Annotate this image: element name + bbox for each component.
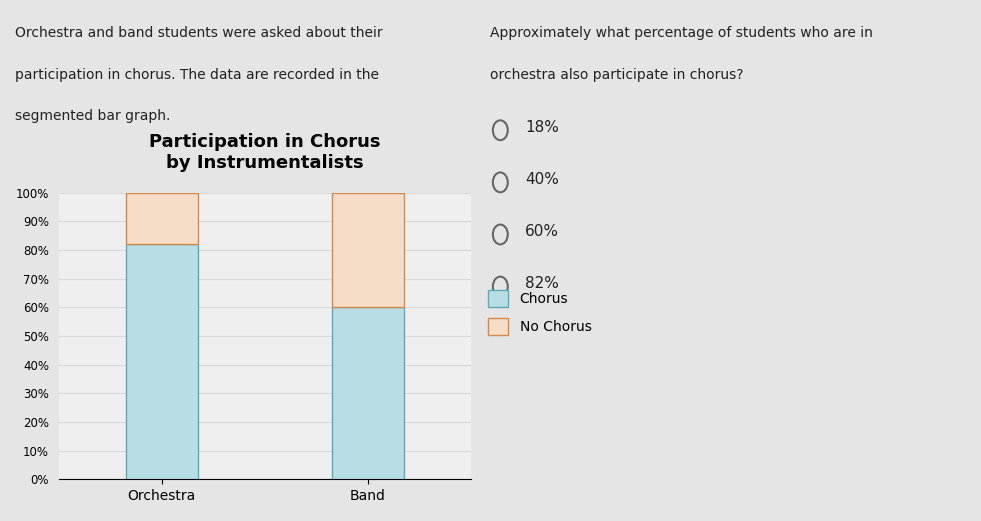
Bar — [332, 307, 404, 479]
Text: Approximately what percentage of students who are in: Approximately what percentage of student… — [490, 26, 873, 40]
Text: Orchestra and band students were asked about their: Orchestra and band students were asked a… — [15, 26, 383, 40]
Text: 82%: 82% — [525, 277, 559, 291]
Text: orchestra also participate in chorus?: orchestra also participate in chorus? — [490, 68, 744, 82]
Bar — [126, 244, 198, 479]
Text: Participation in Chorus
by Instrumentalists: Participation in Chorus by Instrumentali… — [149, 133, 381, 172]
Text: 40%: 40% — [525, 172, 559, 187]
Bar — [126, 193, 198, 244]
Legend: Chorus, No Chorus: Chorus, No Chorus — [488, 290, 592, 335]
Text: segmented bar graph.: segmented bar graph. — [15, 109, 170, 123]
Text: participation in chorus. The data are recorded in the: participation in chorus. The data are re… — [15, 68, 379, 82]
Bar — [332, 193, 404, 307]
Text: 18%: 18% — [525, 120, 559, 135]
Text: 60%: 60% — [525, 225, 559, 239]
